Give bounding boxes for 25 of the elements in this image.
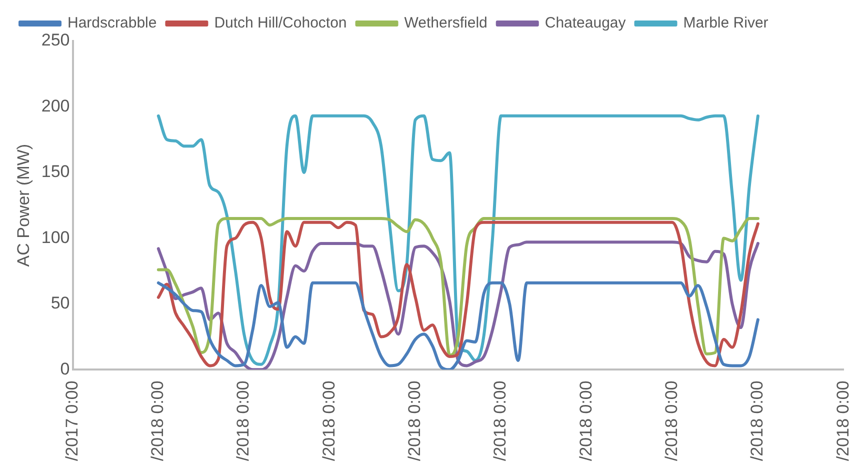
legend-label: Chateaugay [544,14,626,32]
y-axis-title: AC Power (MW) [14,144,33,267]
y-tick-label: 200 [41,96,70,116]
y-tick-label: 250 [41,30,70,50]
y-tick-label: 0 [60,359,70,378]
x-tick-label: /2018 0:00 [576,380,596,462]
x-tick-label: /2018 0:00 [234,380,253,462]
legend-label: Marble River [683,14,768,32]
x-tick-label: /2018 0:00 [405,380,424,462]
x-tick-label: /2018 0:00 [490,380,510,462]
legend-label: Hardscrabble [68,14,157,32]
x-tick-label: /2018 0:00 [148,380,168,462]
line-series [156,281,760,370]
y-tick-label: 50 [50,294,70,313]
line-series [156,114,760,366]
legend-label: Wethersfield [404,14,488,32]
x-tick-label: /2017 0:00 [62,380,82,462]
legend-label: Dutch Hill/Cohocton [214,14,347,32]
x-tick-label: /2018 0:00 [748,380,767,462]
y-tick-label: 150 [41,162,70,182]
line-series [156,240,760,370]
x-tick-label: /2018 0:00 [319,380,338,462]
y-tick-label: 100 [41,228,70,247]
x-tick-label: /2018 0:00 [662,380,681,462]
x-tick-label: /2018 0:00 [833,380,852,462]
